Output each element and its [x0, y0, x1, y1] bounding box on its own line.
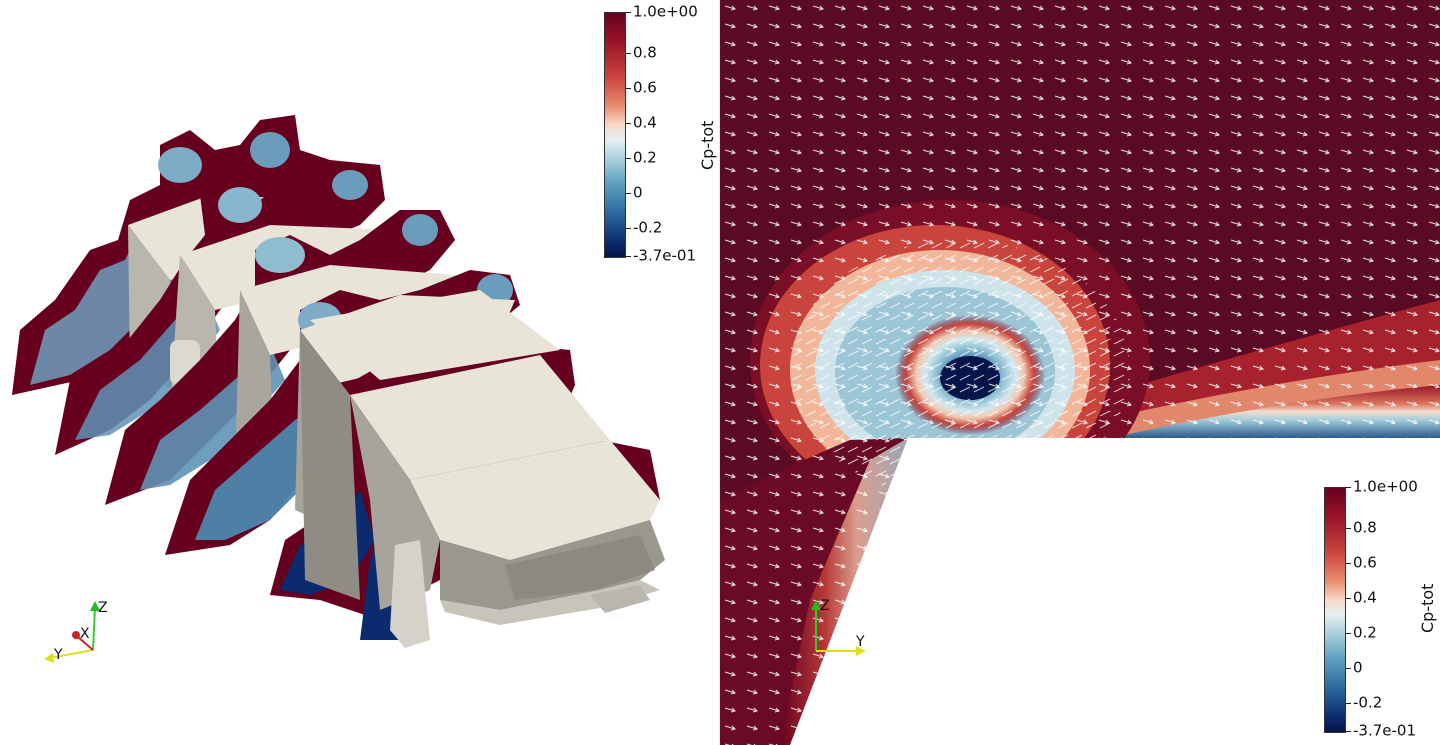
- colorbar-left-title: Cp-tot: [698, 120, 717, 170]
- colorbar-left-tick: 1.0e+00: [633, 2, 698, 21]
- vehicle-body: [300, 290, 665, 648]
- colorbar-right-tick: 0.4: [1353, 588, 1377, 607]
- axes-triad-left: Z X Y: [44, 600, 108, 663]
- axis-z-label: Z: [98, 600, 108, 616]
- colorbar-left-tick: -0.2: [633, 218, 663, 237]
- colorbar-right-tick: 0.8: [1353, 518, 1377, 537]
- colorbar-left-tick: 0.4: [633, 113, 657, 132]
- axes-triad-right: Z Y: [811, 598, 866, 656]
- axis-y-label: Y: [855, 634, 865, 650]
- colorbar-left: Cp-tot 1.0e+00 0.8 0.6 0.4 0.2 0 -0.2 -3…: [604, 4, 717, 263]
- colorbar-right-tick: 0.2: [1353, 623, 1377, 642]
- colorbar-right-tick: -3.7e-01: [1353, 721, 1416, 740]
- colorbar-right-tick: 0.6: [1353, 553, 1377, 572]
- axis-y-label: Y: [53, 647, 63, 663]
- colorbar-left-tick: 0: [633, 183, 643, 202]
- axis-z-label: Z: [820, 598, 830, 614]
- left-3d-view[interactable]: Z X Y Cp-tot 1.0e+00 0.8 0.6 0.4 0.2 0 -…: [0, 0, 720, 745]
- axis-x-label: X: [80, 626, 90, 642]
- colorbar-left-tick: -3.7e-01: [633, 246, 696, 265]
- colorbar-left-tick: 0.2: [633, 148, 657, 167]
- vehicle-slices-render: [12, 115, 665, 648]
- colorbar-left-tick: 0.6: [633, 78, 657, 97]
- vortex-field-render: [720, 0, 1440, 745]
- vehicle-surface-region: [790, 438, 1440, 745]
- colorbar-right-tick: 0: [1353, 658, 1363, 677]
- colorbar-right-gradient: [1324, 487, 1346, 733]
- colorbar-right-tick: 1.0e+00: [1353, 477, 1418, 496]
- colorbar-right-title: Cp-tot: [1418, 583, 1437, 633]
- colorbar-left-gradient: [604, 12, 626, 258]
- colorbar-left-tick: 0.8: [633, 43, 657, 62]
- right-2d-view[interactable]: Z Y Cp-tot 1.0e+00 0.8 0.6 0.4 0.2 0 -0.…: [720, 0, 1440, 745]
- colorbar-right: Cp-tot 1.0e+00 0.8 0.6 0.4 0.2 0 -0.2 -3…: [1324, 479, 1437, 738]
- colorbar-right-tick: -0.2: [1353, 693, 1383, 712]
